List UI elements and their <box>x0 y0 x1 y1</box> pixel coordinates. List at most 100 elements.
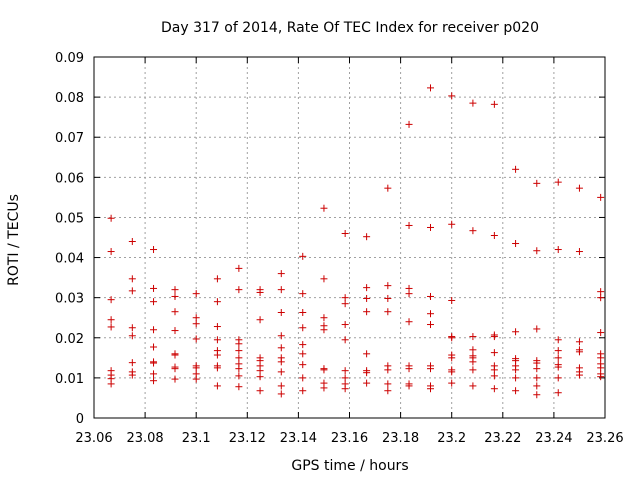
data-point <box>256 367 264 375</box>
data-point <box>128 238 136 246</box>
data-point <box>426 223 434 231</box>
x-axis-label: GPS time / hours <box>291 458 408 474</box>
data-point <box>213 298 221 306</box>
data-point <box>448 296 456 304</box>
data-point <box>192 335 200 343</box>
data-point <box>405 290 413 298</box>
x-tick-label: 23.22 <box>484 431 521 446</box>
data-point <box>128 324 136 332</box>
data-point <box>192 364 200 372</box>
data-point <box>277 344 285 352</box>
data-point <box>575 348 583 356</box>
x-tick-label: 23.06 <box>75 431 112 446</box>
y-tick-label: 0.06 <box>55 171 84 186</box>
y-axis-label: ROTI / TECUs <box>6 194 22 286</box>
data-point <box>213 382 221 390</box>
data-point <box>363 308 371 316</box>
data-point <box>469 358 477 366</box>
data-point <box>171 327 179 335</box>
data-point <box>213 275 221 283</box>
data-point <box>405 365 413 373</box>
data-point <box>235 372 243 380</box>
data-point <box>171 308 179 316</box>
data-point <box>235 354 243 362</box>
x-tick-label: 23.12 <box>229 431 266 446</box>
data-point <box>512 328 520 336</box>
y-tick-label: 0.04 <box>55 252 84 267</box>
data-point <box>469 333 477 341</box>
data-point <box>277 332 285 340</box>
data-point <box>107 380 115 388</box>
data-point <box>128 332 136 340</box>
data-point <box>597 354 605 362</box>
y-tick-label: 0.02 <box>55 332 84 347</box>
data-point <box>213 364 221 372</box>
y-tick-label: 0.01 <box>55 372 84 387</box>
data-point <box>320 314 328 322</box>
data-point <box>512 374 520 382</box>
data-point <box>533 382 541 390</box>
data-point <box>192 375 200 383</box>
data-point <box>277 368 285 376</box>
data-point <box>384 294 392 302</box>
data-point <box>299 324 307 332</box>
data-point <box>341 300 349 308</box>
data-point <box>341 374 349 382</box>
data-point <box>597 294 605 302</box>
chart-title: Day 317 of 2014, Rate Of TEC Index for r… <box>161 20 539 36</box>
data-point <box>448 354 456 362</box>
data-point <box>192 290 200 298</box>
data-point <box>512 387 520 395</box>
data-point <box>171 365 179 373</box>
data-point <box>128 371 136 379</box>
y-tick-label: 0 <box>76 412 84 427</box>
grid <box>94 57 605 418</box>
data-point <box>256 316 264 324</box>
data-point <box>490 100 498 108</box>
x-tick-label: 23.16 <box>331 431 368 446</box>
data-point <box>384 387 392 395</box>
data-point <box>235 286 243 294</box>
data-point <box>426 310 434 318</box>
data-point <box>277 286 285 294</box>
data-point <box>554 336 562 344</box>
data-point <box>128 287 136 295</box>
data-point <box>363 294 371 302</box>
data-point <box>469 227 477 235</box>
data-point <box>299 374 307 382</box>
data-point <box>320 204 328 212</box>
data-point <box>448 92 456 100</box>
data-point <box>320 366 328 374</box>
data-point <box>320 275 328 283</box>
y-tick-label: 0.07 <box>55 131 84 146</box>
data-point <box>597 329 605 337</box>
data-point <box>554 178 562 186</box>
data-point <box>256 373 264 381</box>
data-point <box>597 373 605 381</box>
data-point <box>192 320 200 328</box>
data-point <box>299 290 307 298</box>
data-point <box>448 368 456 376</box>
data-point <box>213 336 221 344</box>
data-point <box>490 333 498 341</box>
data-point <box>490 231 498 239</box>
data-point <box>554 363 562 371</box>
data-point <box>341 385 349 393</box>
data-point <box>597 364 605 372</box>
data-point <box>277 390 285 398</box>
data-point <box>533 325 541 333</box>
data-point <box>405 120 413 128</box>
data-point <box>469 382 477 390</box>
data-point <box>277 382 285 390</box>
data-point <box>341 336 349 344</box>
data-point <box>150 359 158 367</box>
data-point <box>575 184 583 192</box>
data-point <box>235 264 243 272</box>
data-point <box>171 351 179 359</box>
data-point <box>341 294 349 302</box>
data-point <box>363 369 371 377</box>
data-point <box>448 220 456 228</box>
data-point <box>469 99 477 107</box>
data-point <box>363 379 371 387</box>
